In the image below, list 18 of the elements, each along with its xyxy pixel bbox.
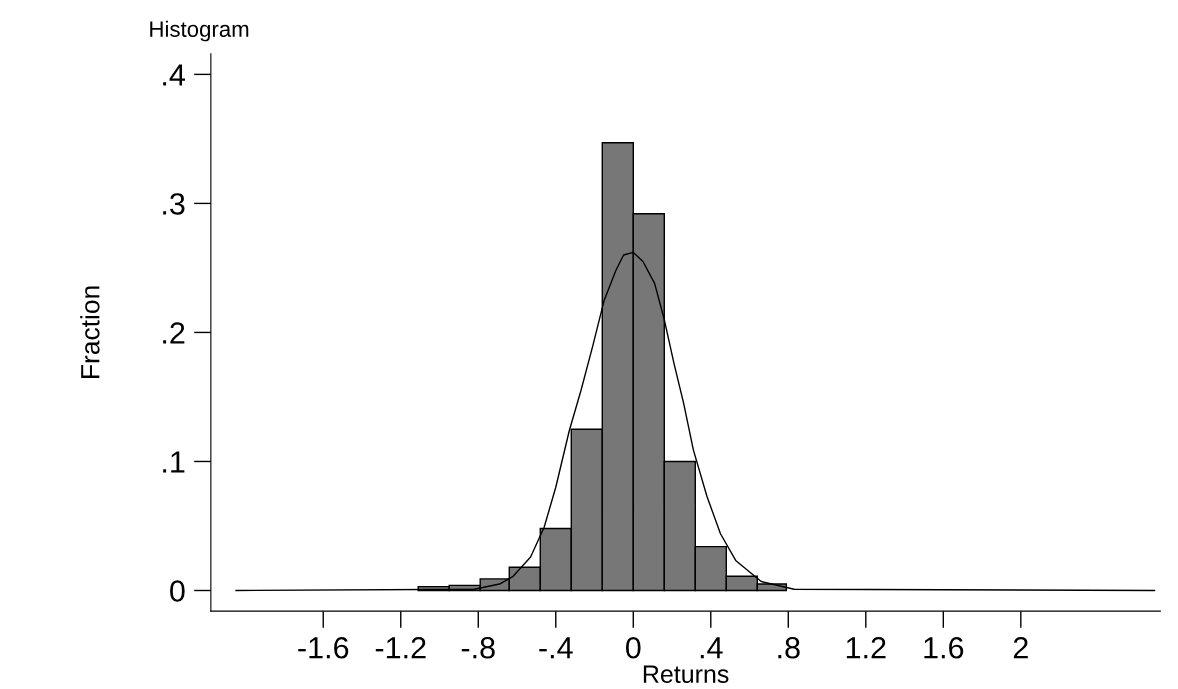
x-tick-label: 1.2 <box>846 636 886 659</box>
y-tick-label: .3 <box>163 193 185 215</box>
x-tick-label: -1.2 <box>375 636 426 659</box>
x-tick-label: .4 <box>700 637 723 659</box>
x-tick-label: -.8 <box>461 636 495 659</box>
x-tick-label: 2 <box>1013 636 1028 659</box>
x-axis-title: Returns <box>643 665 729 683</box>
x-tick-label: 1.6 <box>924 636 964 659</box>
chart-title: Histogram <box>150 20 249 42</box>
y-axis-title: Fraction <box>80 286 100 378</box>
y-tick-label: .4 <box>163 64 185 86</box>
y-tick-label: .2 <box>163 322 185 344</box>
x-tick-label: -1.6 <box>298 636 349 659</box>
y-tick-label: .1 <box>163 451 185 473</box>
x-tick-label: .8 <box>778 636 800 659</box>
x-tick-label: 0 <box>625 636 641 659</box>
x-tick-label: -.4 <box>539 637 573 659</box>
y-tick-label: 0 <box>170 580 185 602</box>
